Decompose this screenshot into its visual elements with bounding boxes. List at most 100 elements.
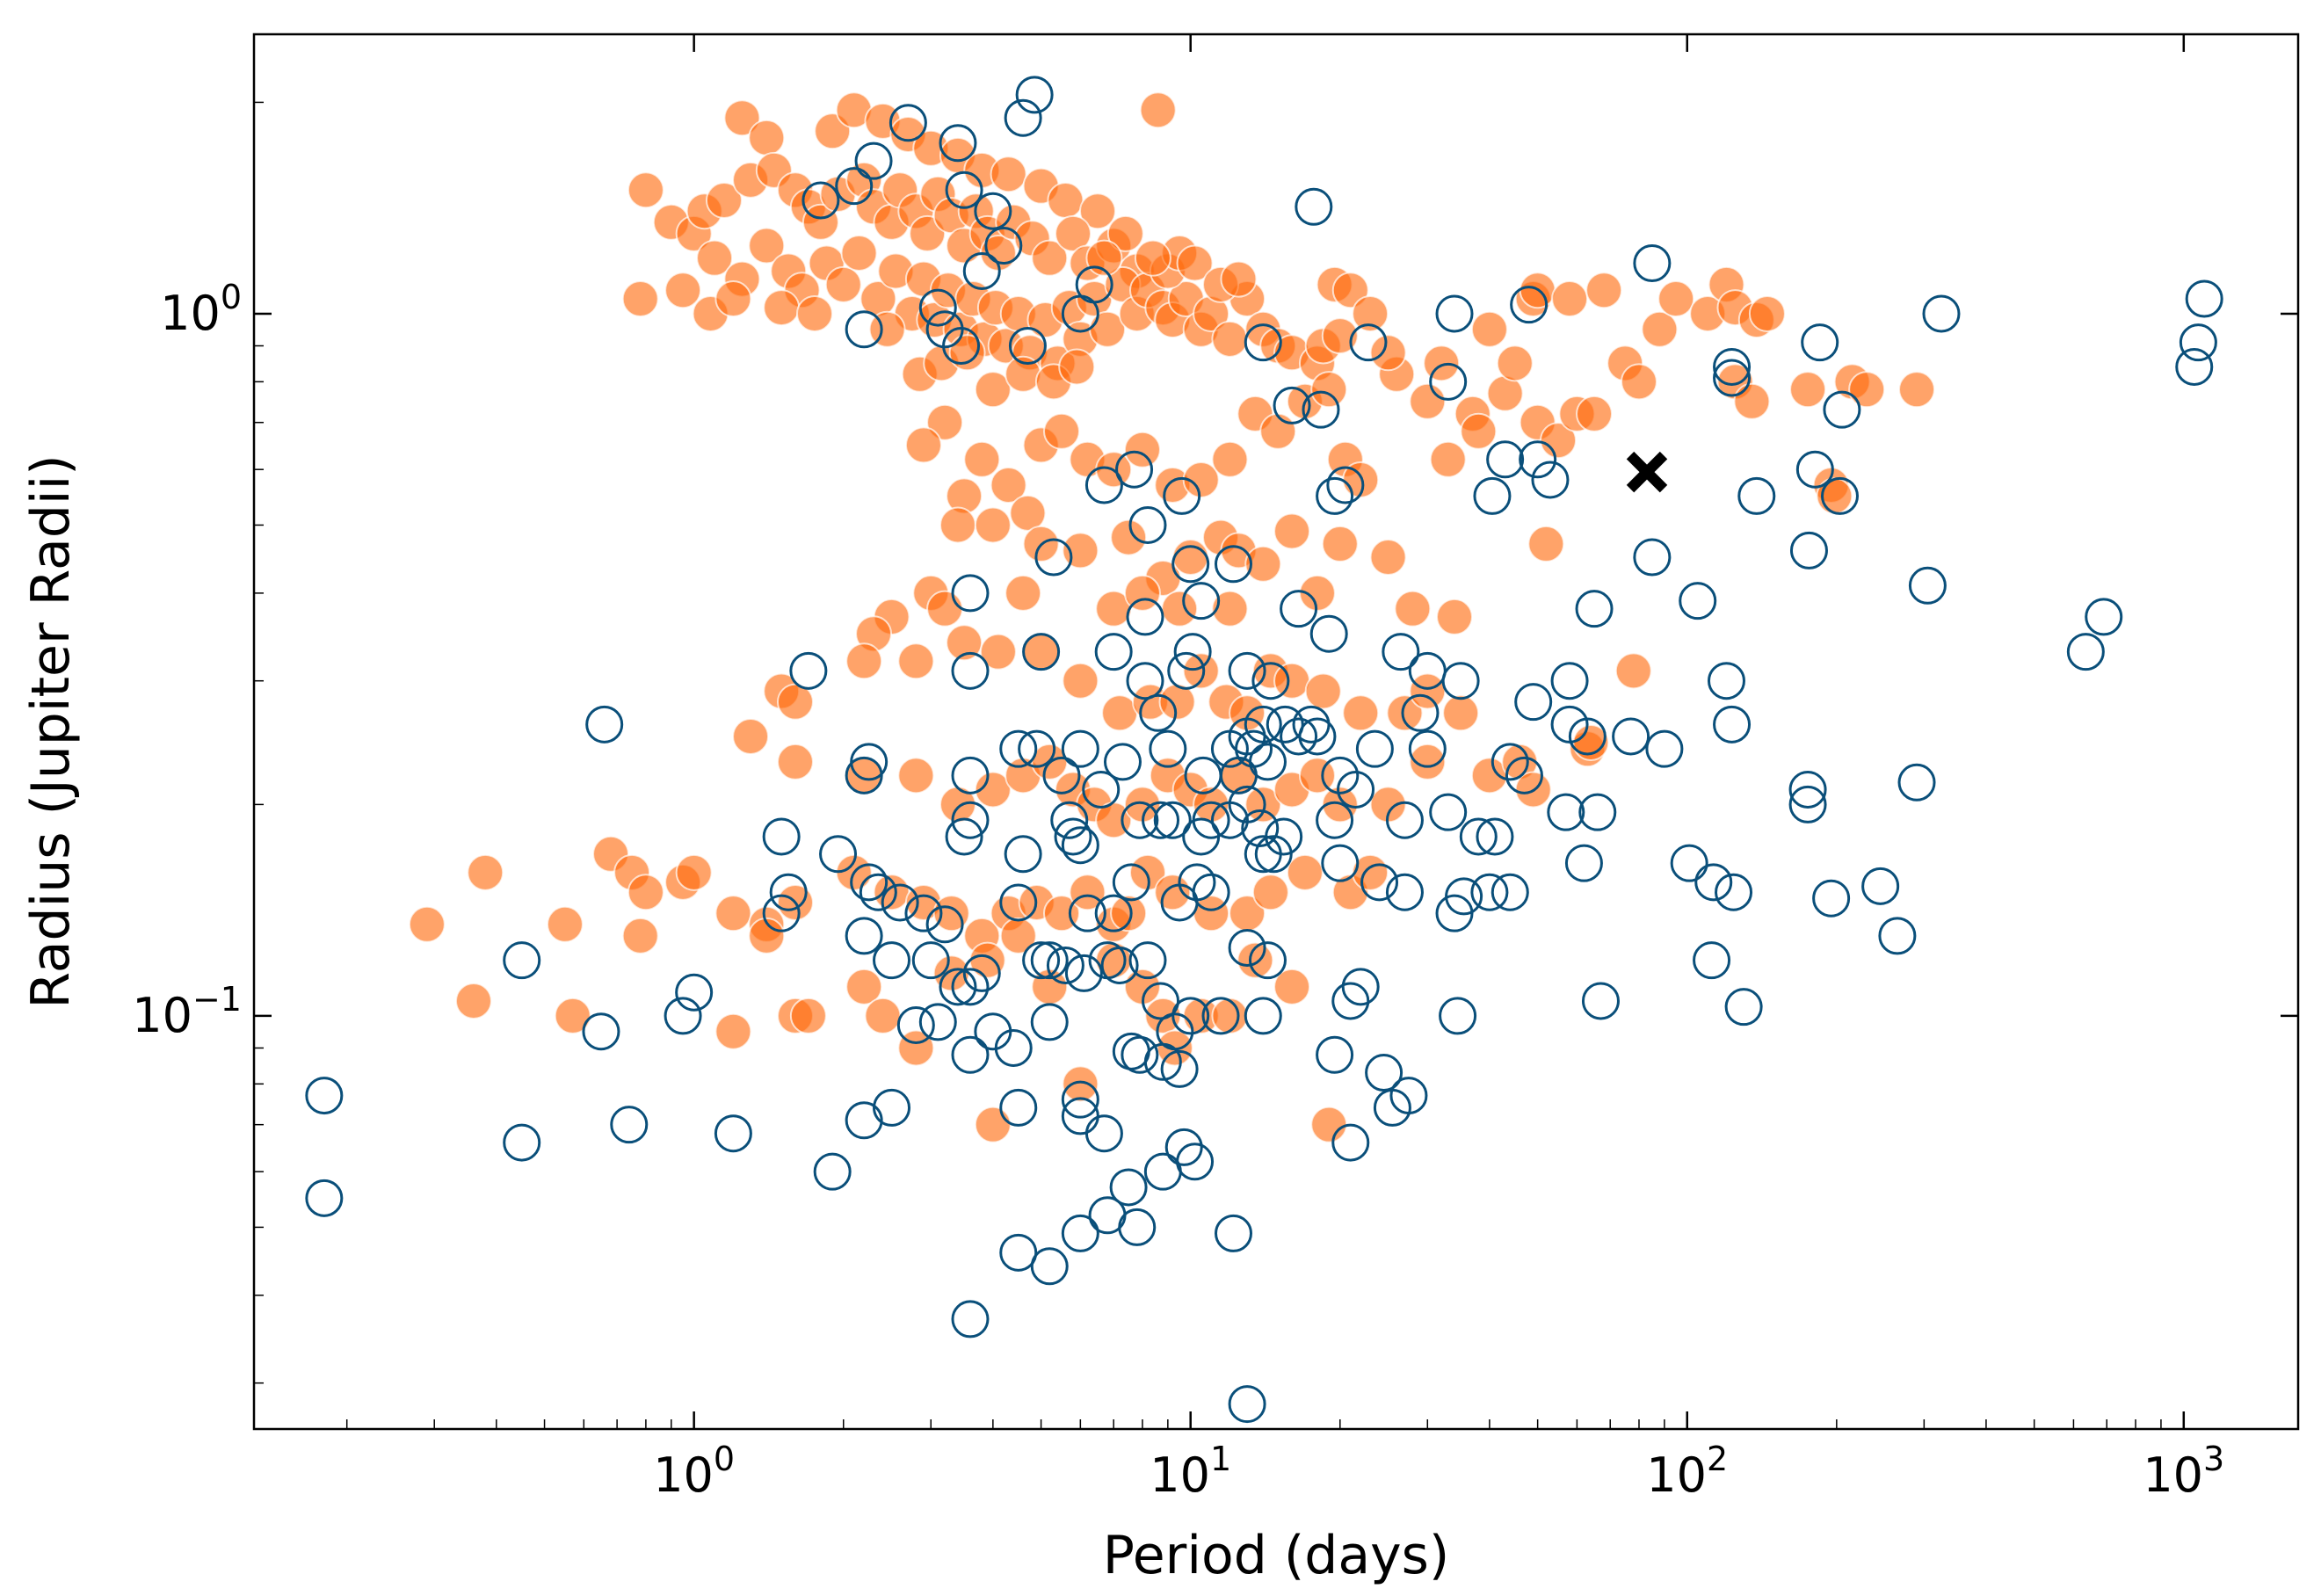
filled-point xyxy=(1576,395,1614,432)
filled-point xyxy=(1585,272,1623,309)
open-point xyxy=(1008,326,1047,365)
filled-point xyxy=(1369,334,1407,372)
open-point xyxy=(1173,633,1212,671)
open-point xyxy=(1812,879,1851,918)
open-point xyxy=(503,1123,541,1162)
open-point xyxy=(1054,817,1092,856)
open-point xyxy=(1061,1214,1099,1252)
open-point xyxy=(1248,941,1287,980)
open-point xyxy=(1321,844,1360,882)
open-point xyxy=(1491,873,1529,911)
filled-point xyxy=(974,771,1012,809)
open-point xyxy=(1046,946,1084,984)
filled-point xyxy=(1789,371,1827,409)
open-point xyxy=(1064,954,1103,992)
open-point xyxy=(1068,894,1106,932)
open-point xyxy=(1126,662,1164,700)
open-point xyxy=(1429,362,1468,401)
filled-point xyxy=(1005,574,1042,612)
filled-point xyxy=(1058,348,1096,386)
filled-point xyxy=(1286,853,1324,891)
open-point xyxy=(1156,1012,1194,1051)
filled-point xyxy=(1158,683,1196,721)
filled-point xyxy=(696,239,734,277)
filled-point xyxy=(1244,545,1282,583)
plot-frame xyxy=(252,33,2300,1431)
open-point xyxy=(1182,582,1221,620)
filled-point xyxy=(1273,662,1311,700)
filled-point xyxy=(990,466,1027,504)
open-point xyxy=(1693,941,1731,980)
filled-point xyxy=(467,853,504,891)
filled-point xyxy=(1110,519,1148,556)
open-point xyxy=(1476,817,1514,856)
open-point xyxy=(1459,817,1498,856)
open-point xyxy=(813,1152,852,1191)
filled-point xyxy=(723,99,761,137)
filled-point xyxy=(1429,440,1467,478)
open-point xyxy=(951,756,990,794)
filled-point xyxy=(845,968,883,1005)
open-point xyxy=(1486,440,1525,479)
filled-point xyxy=(705,182,743,220)
open-point xyxy=(1531,461,1570,499)
filled-point xyxy=(1551,280,1589,318)
filled-point xyxy=(748,119,786,156)
open-point xyxy=(1126,598,1164,636)
open-point xyxy=(1235,729,1273,768)
filled-point xyxy=(1009,494,1047,532)
open-point xyxy=(1030,1003,1069,1041)
open-point xyxy=(1061,729,1099,768)
filled-point xyxy=(1369,539,1407,577)
open-point xyxy=(1030,941,1069,980)
open-point xyxy=(1094,894,1133,932)
open-point xyxy=(951,574,990,613)
open-point xyxy=(999,729,1038,768)
filled-point xyxy=(932,895,970,932)
y-axis-tick-labels: 10−1 100 xyxy=(132,278,242,1043)
filled-point xyxy=(1620,363,1657,401)
open-point xyxy=(714,1114,752,1153)
open-point xyxy=(2066,633,2105,671)
open-point xyxy=(1160,1049,1199,1088)
filled-point xyxy=(1442,694,1480,732)
open-point xyxy=(1244,705,1282,744)
filled-point xyxy=(621,280,659,318)
open-point xyxy=(1724,988,1763,1027)
filled-point xyxy=(1394,590,1432,628)
open-point xyxy=(1445,877,1483,916)
open-point xyxy=(1149,729,1187,768)
open-point xyxy=(1505,756,1543,794)
open-point xyxy=(1645,729,1684,768)
filled-point xyxy=(664,272,702,309)
open-point xyxy=(1795,450,1834,489)
open-point xyxy=(911,941,950,980)
x-axis-tick-labels: 100 101 102 103 xyxy=(653,1440,2224,1503)
open-point xyxy=(945,170,983,209)
filled-point xyxy=(1436,598,1474,635)
filled-point xyxy=(627,171,664,209)
open-point xyxy=(1214,545,1252,584)
open-point xyxy=(1042,756,1081,794)
open-point xyxy=(1510,286,1549,324)
filled-point xyxy=(732,717,770,755)
filled-point xyxy=(1352,294,1389,332)
open-point xyxy=(939,124,977,163)
open-point xyxy=(1128,505,1167,544)
open-point xyxy=(1244,997,1282,1035)
open-point xyxy=(1389,1077,1428,1115)
filled-point xyxy=(1182,652,1220,690)
filled-point xyxy=(864,997,902,1034)
open-point xyxy=(999,1233,1038,1272)
filled-point xyxy=(763,289,801,327)
open-point xyxy=(1176,1143,1215,1181)
open-point xyxy=(675,973,714,1012)
open-point xyxy=(1178,863,1216,902)
filled-point xyxy=(946,624,983,662)
open-point xyxy=(1142,982,1180,1020)
open-point xyxy=(873,1088,911,1127)
filled-point xyxy=(1047,182,1084,220)
open-point xyxy=(1547,793,1585,831)
filled-point xyxy=(1123,431,1161,468)
filled-point xyxy=(1614,652,1652,690)
